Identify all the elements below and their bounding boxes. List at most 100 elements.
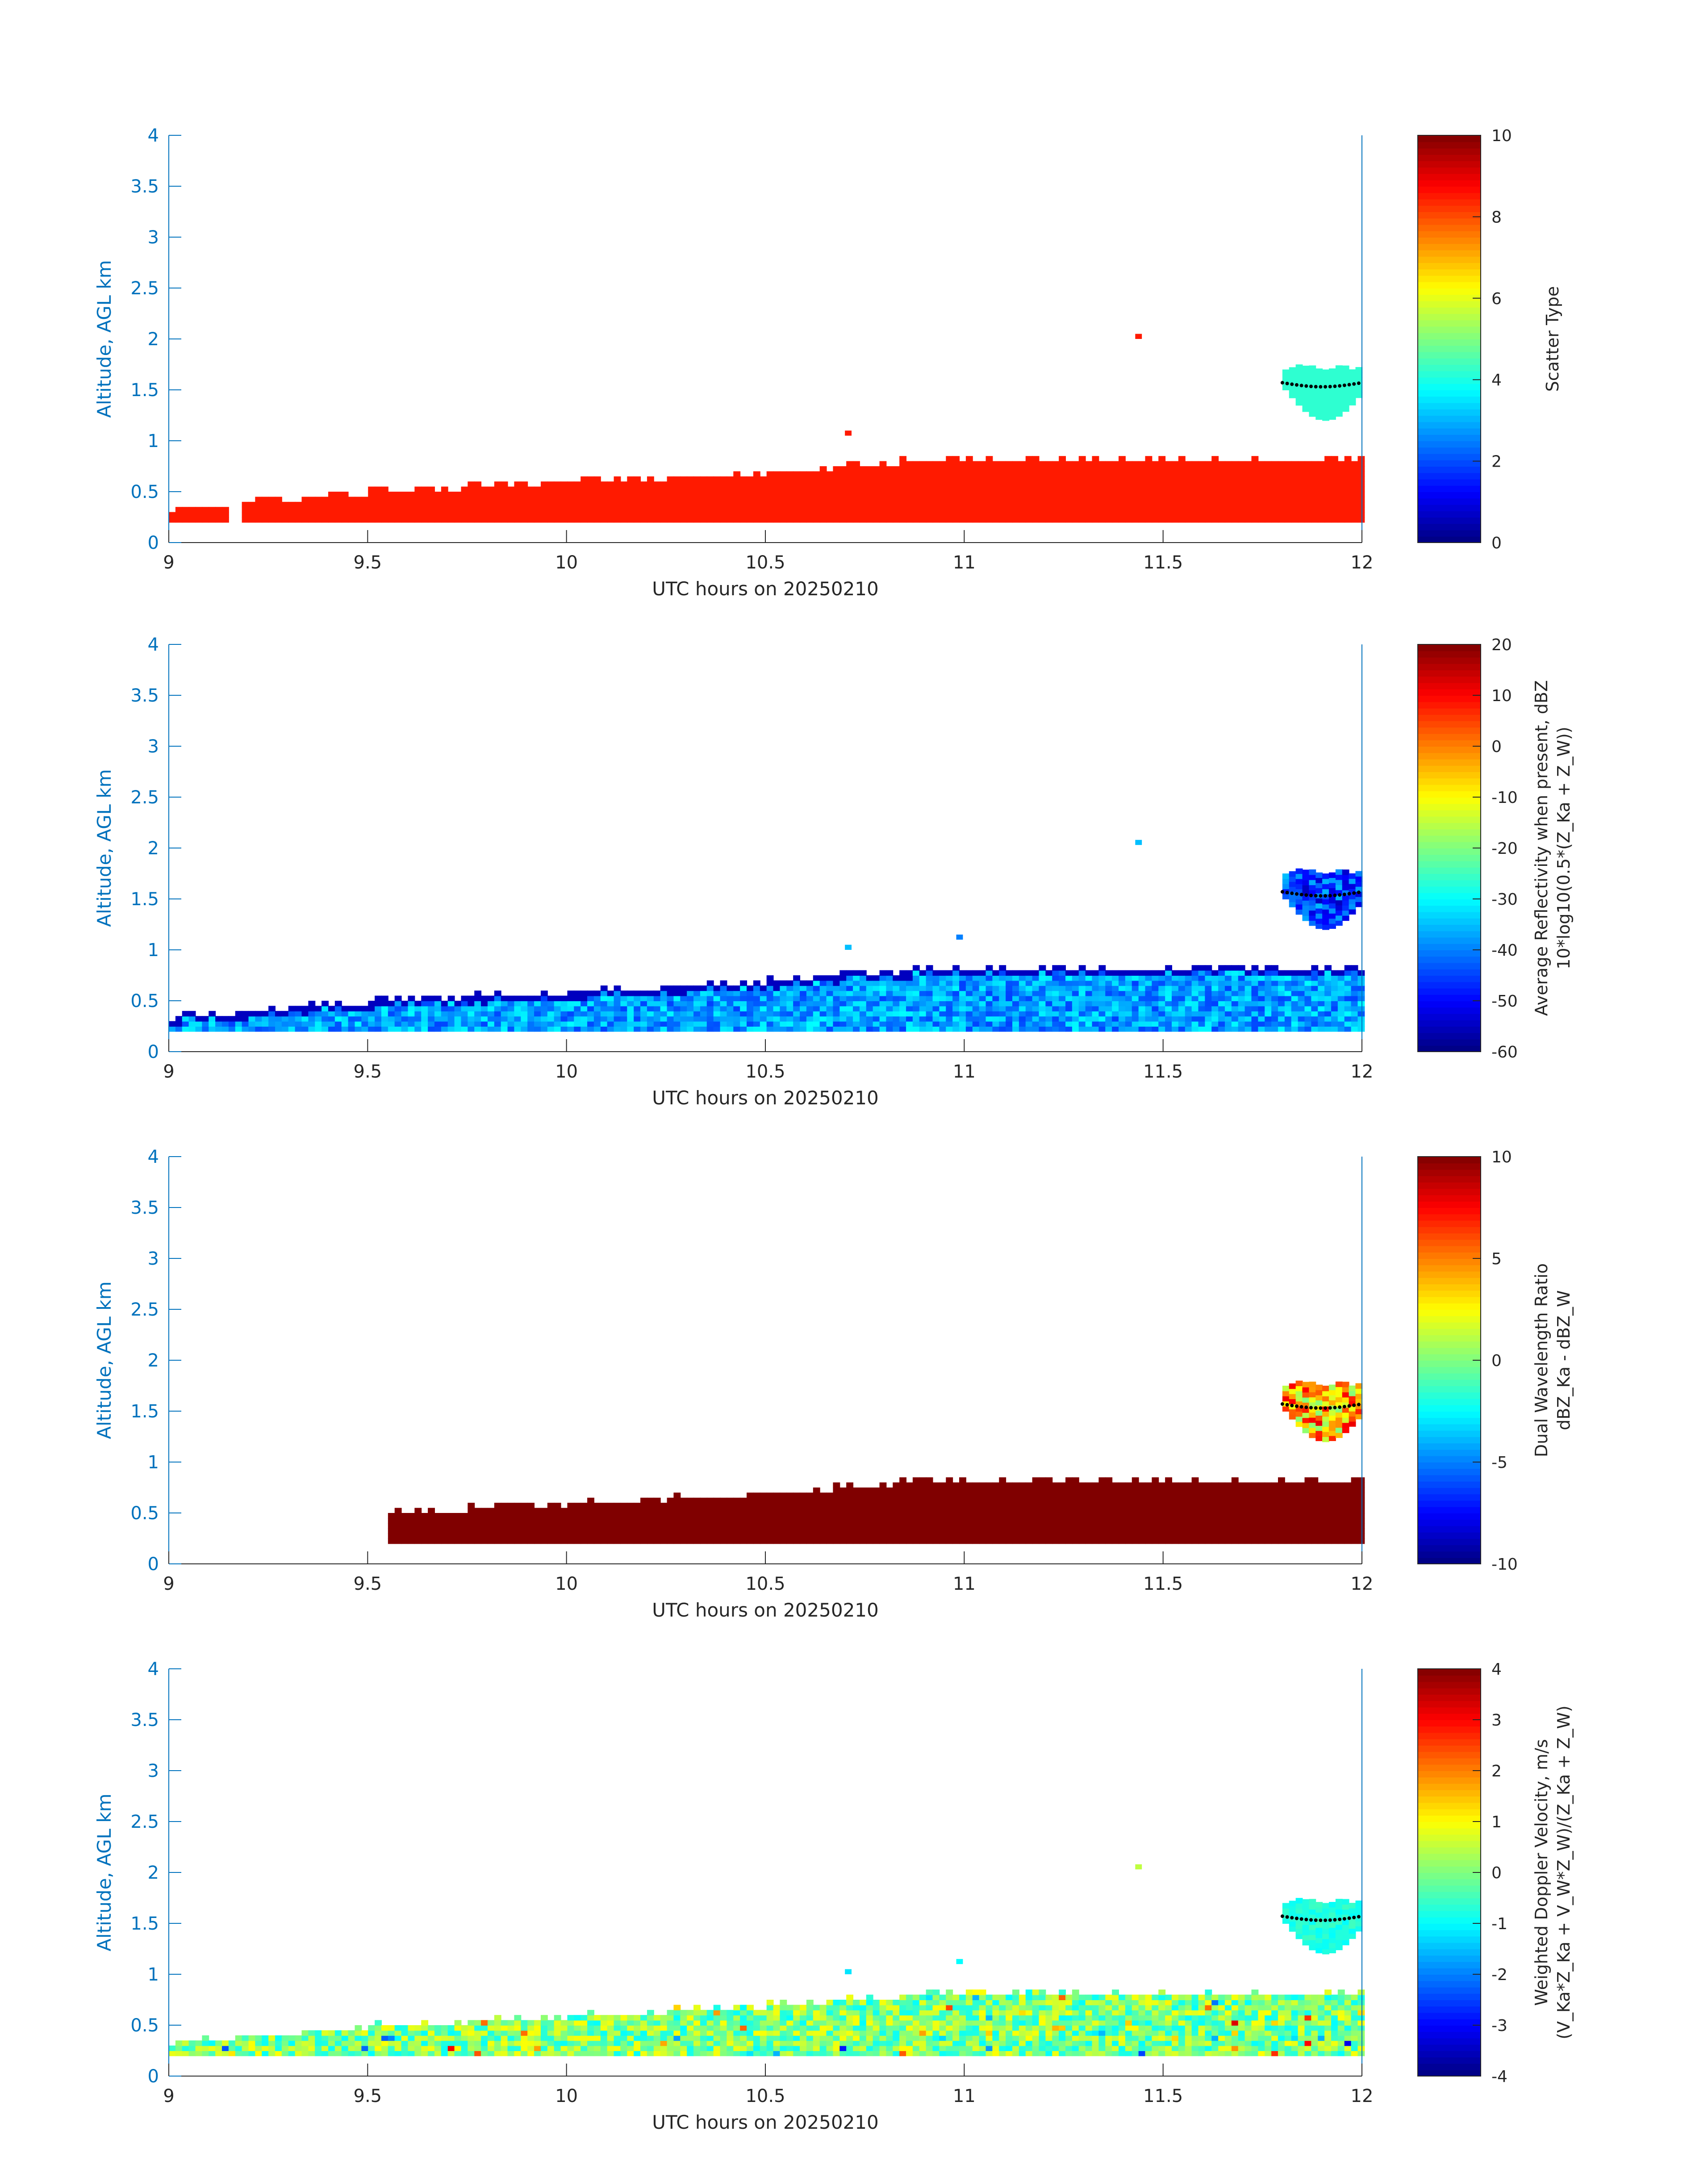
- heatmap-cell: [361, 501, 369, 508]
- heatmap-cell: [1357, 517, 1365, 523]
- cloud-cell: [1355, 876, 1363, 882]
- heatmap-cell: [1119, 1538, 1126, 1544]
- heatmap-cell: [295, 1006, 302, 1011]
- heatmap-cell: [1238, 461, 1245, 467]
- heatmap-cell: [1032, 497, 1040, 502]
- heatmap-cell: [859, 492, 867, 497]
- heatmap-cell: [394, 497, 402, 502]
- heatmap-cell: [879, 995, 887, 1001]
- heatmap-cell: [587, 507, 594, 513]
- heatmap-cell: [1012, 1026, 1019, 1032]
- heatmap-cell: [221, 1021, 229, 1027]
- heatmap-cell: [1045, 501, 1053, 508]
- heatmap-cell: [873, 486, 880, 492]
- heatmap-cell: [1098, 1518, 1106, 1524]
- heatmap-cell: [361, 1026, 369, 1032]
- heatmap-cell: [926, 517, 933, 523]
- heatmap-cell: [1211, 492, 1219, 497]
- heatmap-cell: [1012, 492, 1019, 497]
- heatmap-cell: [447, 492, 455, 497]
- cloud-cell: [1295, 904, 1303, 910]
- heatmap-cell: [893, 1011, 900, 1017]
- heatmap-cell: [853, 1508, 860, 1513]
- heatmap-cell: [1059, 1533, 1066, 1539]
- heatmap-cell: [301, 1026, 309, 1032]
- heatmap-cell: [1351, 985, 1358, 991]
- heatmap-cell: [388, 1518, 395, 1524]
- heatmap-cell: [487, 1016, 495, 1022]
- heatmap-cell: [574, 1528, 581, 1534]
- heatmap-cell: [740, 501, 748, 508]
- heatmap-cell: [1324, 497, 1332, 502]
- heatmap-cell: [1012, 517, 1019, 523]
- heatmap-cell: [1198, 501, 1206, 508]
- heatmap-cell: [428, 501, 435, 508]
- heatmap-cell: [1085, 1528, 1093, 1534]
- heatmap-cell: [1132, 1492, 1139, 1498]
- heatmap-cell: [1278, 507, 1285, 513]
- heatmap-cell: [740, 1001, 748, 1007]
- heatmap-cell: [447, 517, 455, 523]
- heatmap-cell: [806, 1538, 814, 1544]
- heatmap-cell: [720, 1497, 727, 1504]
- heatmap-cell: [959, 1533, 966, 1539]
- heatmap-cell: [514, 1528, 522, 1534]
- heatmap-cell: [560, 995, 568, 1001]
- heatmap-cell: [534, 1508, 541, 1513]
- heatmap-cell: [740, 476, 748, 482]
- heatmap-cell: [1231, 995, 1239, 1001]
- heatmap-cell: [388, 1016, 395, 1022]
- heatmap-cell: [965, 1001, 973, 1007]
- heatmap-cell: [846, 1497, 854, 1504]
- heatmap-cell: [1059, 486, 1066, 492]
- heatmap-cell: [567, 1513, 575, 1519]
- heatmap-cell: [547, 481, 555, 487]
- heatmap-cell: [1119, 1523, 1126, 1529]
- heatmap-cell: [1145, 1508, 1153, 1513]
- heatmap-cell: [786, 1528, 794, 1534]
- heatmap-cell: [1078, 481, 1086, 487]
- heatmap-cell: [554, 1021, 561, 1027]
- heatmap-cell: [1138, 1503, 1146, 1508]
- heatmap-cell: [979, 985, 986, 991]
- heatmap-cell: [733, 1026, 741, 1032]
- heatmap-cell: [381, 512, 388, 518]
- heatmap-cell: [501, 1518, 508, 1524]
- heatmap-cell: [1205, 501, 1212, 508]
- heatmap-cell: [1072, 995, 1079, 1001]
- heatmap-cell: [906, 1503, 913, 1508]
- heatmap-cell: [1165, 512, 1172, 518]
- heatmap-cell: [999, 1518, 1006, 1524]
- heatmap-cell: [972, 1026, 980, 1032]
- heatmap-cell: [1012, 1492, 1019, 1498]
- heatmap-cell: [600, 1513, 608, 1519]
- heatmap-cell: [540, 1523, 548, 1529]
- heatmap-cell: [514, 1503, 522, 1508]
- heatmap-cell: [1211, 980, 1219, 986]
- heatmap-cell: [1092, 501, 1099, 508]
- heatmap-cell: [634, 995, 641, 1001]
- heatmap-cell: [554, 1538, 561, 1544]
- heatmap-cell: [780, 1011, 787, 1017]
- heatmap-cell: [727, 1016, 734, 1022]
- heatmap-cell: [773, 492, 781, 497]
- heatmap-cell: [839, 1026, 847, 1032]
- heatmap-cell: [501, 1001, 508, 1007]
- heatmap-cell: [1238, 517, 1245, 523]
- heatmap-cell: [647, 1538, 654, 1544]
- heatmap-cell: [527, 1021, 535, 1027]
- heatmap-cell: [1198, 990, 1206, 996]
- heatmap-cell: [846, 1538, 854, 1544]
- heatmap-cell: [992, 1011, 1000, 1017]
- heatmap-cell: [1105, 501, 1113, 508]
- cloud-cell: [1295, 390, 1303, 396]
- heatmap-cell: [1278, 1006, 1285, 1011]
- heatmap-cell: [1078, 1001, 1086, 1007]
- heatmap-cell: [494, 1508, 501, 1513]
- heatmap-cell: [700, 1528, 707, 1534]
- heatmap-cell: [959, 492, 966, 497]
- heatmap-cell: [972, 481, 980, 487]
- heatmap-cell: [454, 1011, 462, 1017]
- heatmap-cell: [859, 1021, 867, 1027]
- heatmap-cell: [647, 507, 654, 513]
